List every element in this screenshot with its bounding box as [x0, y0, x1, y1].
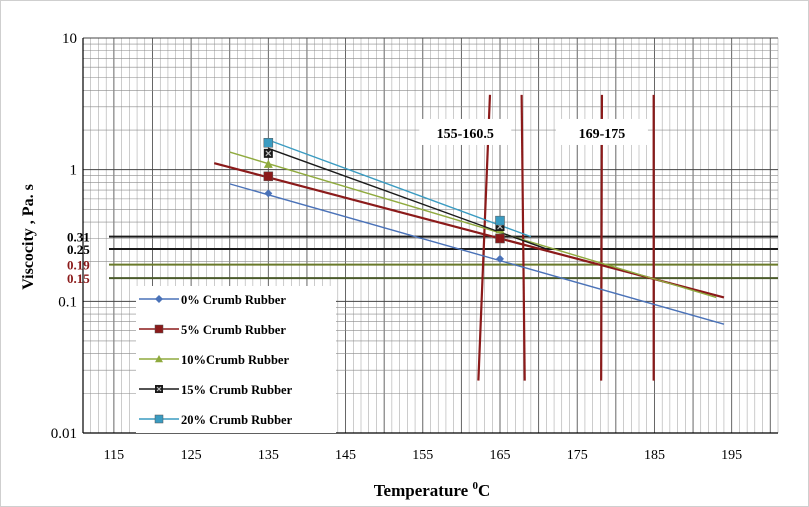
- legend-label: 15% Crumb Rubber: [181, 383, 293, 397]
- threshold-label: 0.19: [67, 258, 90, 273]
- data-point: [154, 414, 164, 424]
- legend-label: 20% Crumb Rubber: [181, 413, 293, 427]
- y-tick-label: 0.01: [51, 426, 77, 442]
- data-point: [495, 215, 505, 226]
- x-axis-label-sup: 0: [472, 480, 478, 492]
- x-tick-label: 195: [721, 448, 742, 463]
- trend-line: [229, 183, 725, 325]
- legend-label: 0% Crumb Rubber: [181, 293, 286, 307]
- data-point: [263, 159, 273, 168]
- data-point-cross: [156, 386, 162, 392]
- y-tick-label: 0.1: [58, 294, 77, 310]
- data-point: [495, 233, 505, 244]
- annotation-label: 169-175: [579, 127, 626, 142]
- legend: 0% Crumb Rubber 5% Crumb Rubber 10%Crumb R…: [136, 286, 336, 433]
- threshold-labels: 0.310.250.190.15: [67, 230, 90, 287]
- data-point: [264, 189, 273, 198]
- annotation-box: [419, 118, 512, 145]
- trend-line: [268, 139, 532, 238]
- data-point: [263, 138, 274, 148]
- data-point: [496, 254, 504, 263]
- x-axis-label-text: Temperature: [374, 481, 469, 500]
- x-tick-label: 185: [644, 448, 665, 463]
- x-tick-label: 175: [567, 448, 588, 463]
- data-point: [155, 355, 163, 363]
- range-line: [520, 94, 526, 381]
- threshold-label: 0.31: [67, 230, 90, 245]
- x-tick-label: 155: [412, 448, 433, 463]
- data-point: [154, 324, 164, 334]
- y-tick-label: 1: [70, 163, 78, 179]
- legend-label: 5% Crumb Rubber: [181, 323, 286, 337]
- data-markers: [263, 138, 505, 263]
- annotation-box: [555, 118, 648, 145]
- x-tick-label: 165: [490, 448, 511, 463]
- y-tick-labels: 10 1 0.1 0.01: [51, 31, 77, 442]
- x-tick-label: 135: [258, 448, 279, 463]
- y-axis-label: Viscocity , Pa. s: [20, 184, 37, 290]
- x-tick-labels: 115 125 135 145 155 165 175 185 195: [104, 448, 743, 463]
- data-point: [263, 148, 273, 158]
- range-annotations: 155-160.5 169-175: [419, 118, 648, 145]
- y-tick-label: 10: [62, 31, 77, 47]
- x-tick-label: 125: [181, 448, 202, 463]
- threshold-label: 0.15: [67, 271, 90, 286]
- data-point-cross: [265, 150, 272, 157]
- trend-lines: [213, 139, 725, 325]
- x-tick-label: 145: [335, 448, 356, 463]
- x-axis-label-unit: C: [478, 481, 490, 500]
- legend-label: 10%Crumb Rubber: [181, 353, 289, 367]
- x-axis-label: Temperature 0C: [374, 480, 490, 500]
- x-tick-label: 115: [104, 448, 124, 463]
- trend-line: [229, 151, 717, 299]
- data-point: [155, 385, 163, 393]
- annotation-label: 155-160.5: [437, 127, 494, 142]
- data-point: [263, 171, 274, 182]
- data-point: [155, 295, 163, 303]
- threshold-label: 0.25: [67, 242, 90, 257]
- threshold-lines: [109, 235, 778, 280]
